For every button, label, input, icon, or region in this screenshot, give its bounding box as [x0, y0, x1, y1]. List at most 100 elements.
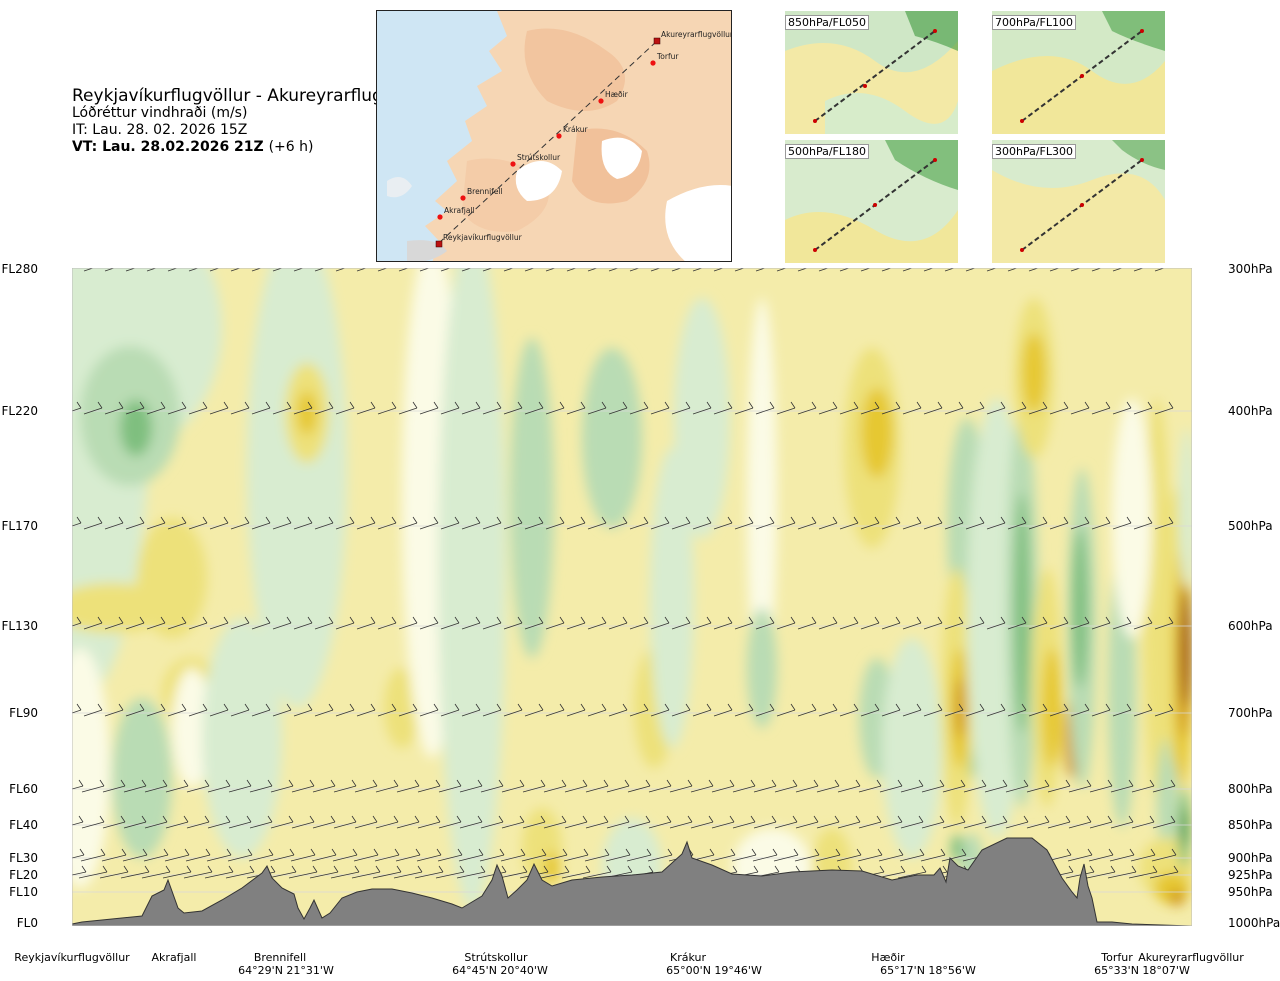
- wind-barb-flag: [223, 703, 229, 711]
- wind-barb-flag: [186, 865, 192, 873]
- wind-barb-shaft: [272, 709, 292, 717]
- wind-barb-shaft: [902, 709, 922, 717]
- wind-barb-shaft: [1110, 821, 1134, 829]
- wind-barb-flag: [1170, 779, 1176, 787]
- wind-barb-flag: [1126, 616, 1132, 624]
- wind-barb-shaft: [375, 785, 399, 793]
- wind-barb-shaft: [1049, 407, 1069, 415]
- wind-barb-shaft: [396, 821, 420, 829]
- wind-barb-shaft: [356, 522, 376, 530]
- wind-barb-flag: [244, 616, 250, 624]
- route-waypoint-marker: [650, 60, 656, 66]
- wind-barb-shaft: [398, 407, 418, 415]
- wind-barb-flag: [246, 815, 252, 823]
- wind-barb-shaft: [1070, 622, 1090, 630]
- lead-time: (+6 h): [268, 139, 314, 155]
- wind-barb-shaft: [351, 871, 381, 879]
- route-point-label: Strútskollur: [517, 153, 561, 162]
- wind-barb-flag: [1021, 516, 1027, 524]
- thumbnail-500hpa[interactable]: 500hPa/FL180: [785, 140, 958, 263]
- wind-barb-shaft: [377, 522, 397, 530]
- route-point-label: Torfur: [656, 52, 679, 61]
- route-point-label: Reykjavíkurflugvöllur: [443, 233, 523, 242]
- wind-barb-shaft: [417, 785, 441, 793]
- pressure-tick-label: 500hPa: [1228, 519, 1273, 533]
- wind-barb-flag: [897, 815, 903, 823]
- thumbnail-850hpa[interactable]: 850hPa/FL050: [785, 11, 958, 134]
- wind-barb-shaft: [393, 871, 423, 879]
- wind-barb-shaft: [438, 821, 462, 829]
- wind-barb-shaft: [1131, 821, 1155, 829]
- wind-barb-shaft: [227, 854, 253, 862]
- velocity-contour: [1112, 398, 1152, 638]
- route-endpoint-marker: [653, 37, 661, 45]
- wind-barb-shaft: [125, 407, 145, 415]
- wind-barb-flag: [1086, 815, 1092, 823]
- velocity-contour: [438, 228, 506, 908]
- wind-barb-flag: [877, 848, 883, 856]
- waypoint-coordinates: 65°17'N 18°56'W: [880, 964, 976, 977]
- wind-barb-shaft: [461, 709, 481, 717]
- thumbnail-700hpa[interactable]: 700hPa/FL100: [992, 11, 1165, 134]
- wind-barb-shaft: [774, 785, 798, 793]
- wind-barb-flag: [727, 703, 733, 711]
- wind-barb-shaft: [333, 821, 357, 829]
- wind-barb-shaft: [734, 407, 754, 415]
- wind-barb-shaft: [816, 821, 840, 829]
- wind-barb-shaft: [395, 854, 421, 862]
- wind-barb-shaft: [377, 709, 397, 717]
- wind-barb-shaft: [1070, 407, 1090, 415]
- wind-barb-shaft: [291, 785, 315, 793]
- wind-barb-shaft: [459, 821, 483, 829]
- wind-barb-flag: [286, 401, 292, 409]
- wind-barb-shaft: [267, 871, 297, 879]
- wind-barb-shaft: [543, 821, 567, 829]
- wind-barb-shaft: [311, 854, 337, 862]
- wind-barb-flag: [181, 703, 187, 711]
- thumbnail-300hpa[interactable]: 300hPa/FL300: [992, 140, 1165, 263]
- wind-barb-shaft: [248, 854, 274, 862]
- wind-barb-shaft: [1154, 622, 1174, 630]
- wind-barb-flag: [1084, 703, 1090, 711]
- wind-barb-flag: [580, 516, 586, 524]
- velocity-contour: [544, 852, 560, 884]
- wind-barb-flag: [748, 401, 754, 409]
- wind-barb-flag: [937, 703, 943, 711]
- wind-barb-shaft: [398, 622, 418, 630]
- velocity-contour: [1022, 333, 1046, 413]
- waypoint-coordinates: 65°33'N 18°07'W: [1094, 964, 1190, 977]
- wind-barb-flag: [979, 703, 985, 711]
- wind-barb-shaft: [923, 407, 943, 415]
- wind-barb-shaft: [1065, 871, 1095, 879]
- wind-barb-shaft: [125, 709, 145, 717]
- wind-barb-flag: [1147, 401, 1153, 409]
- wind-barb-flag: [78, 815, 84, 823]
- wind-barb-flag: [310, 848, 316, 856]
- pressure-tick-label: 300hPa: [1228, 262, 1273, 276]
- wind-barb-flag: [727, 401, 733, 409]
- wind-barb-flag: [666, 779, 672, 787]
- wind-barb-shaft: [335, 709, 355, 717]
- wind-barb-flag: [750, 779, 756, 787]
- wind-barb-shaft: [755, 522, 775, 530]
- waypoint-label: Krákur: [669, 951, 707, 964]
- wind-barb-shaft: [734, 709, 754, 717]
- wind-barb-shaft: [1109, 854, 1135, 862]
- wind-barb-flag: [541, 848, 547, 856]
- wind-barb-flag: [729, 815, 735, 823]
- wind-barb-flag: [183, 815, 189, 823]
- waypoint-coordinates: 64°45'N 20°40'W: [452, 964, 548, 977]
- wind-barb-flag: [1042, 516, 1048, 524]
- wind-barb-shaft: [99, 871, 129, 879]
- wind-barb-flag: [643, 703, 649, 711]
- wind-barb-shaft: [123, 821, 147, 829]
- wind-barb-shaft: [228, 821, 252, 829]
- waypoint-label: Strútskollur: [464, 951, 528, 964]
- wind-barb-flag: [391, 401, 397, 409]
- wind-barb-shaft: [459, 785, 483, 793]
- wind-barb-flag: [937, 516, 943, 524]
- cross-section-plot: [12, 38, 1195, 927]
- wind-barb-shaft: [1049, 709, 1069, 717]
- wind-barb-shaft: [923, 522, 943, 530]
- wind-barb-flag: [349, 516, 355, 524]
